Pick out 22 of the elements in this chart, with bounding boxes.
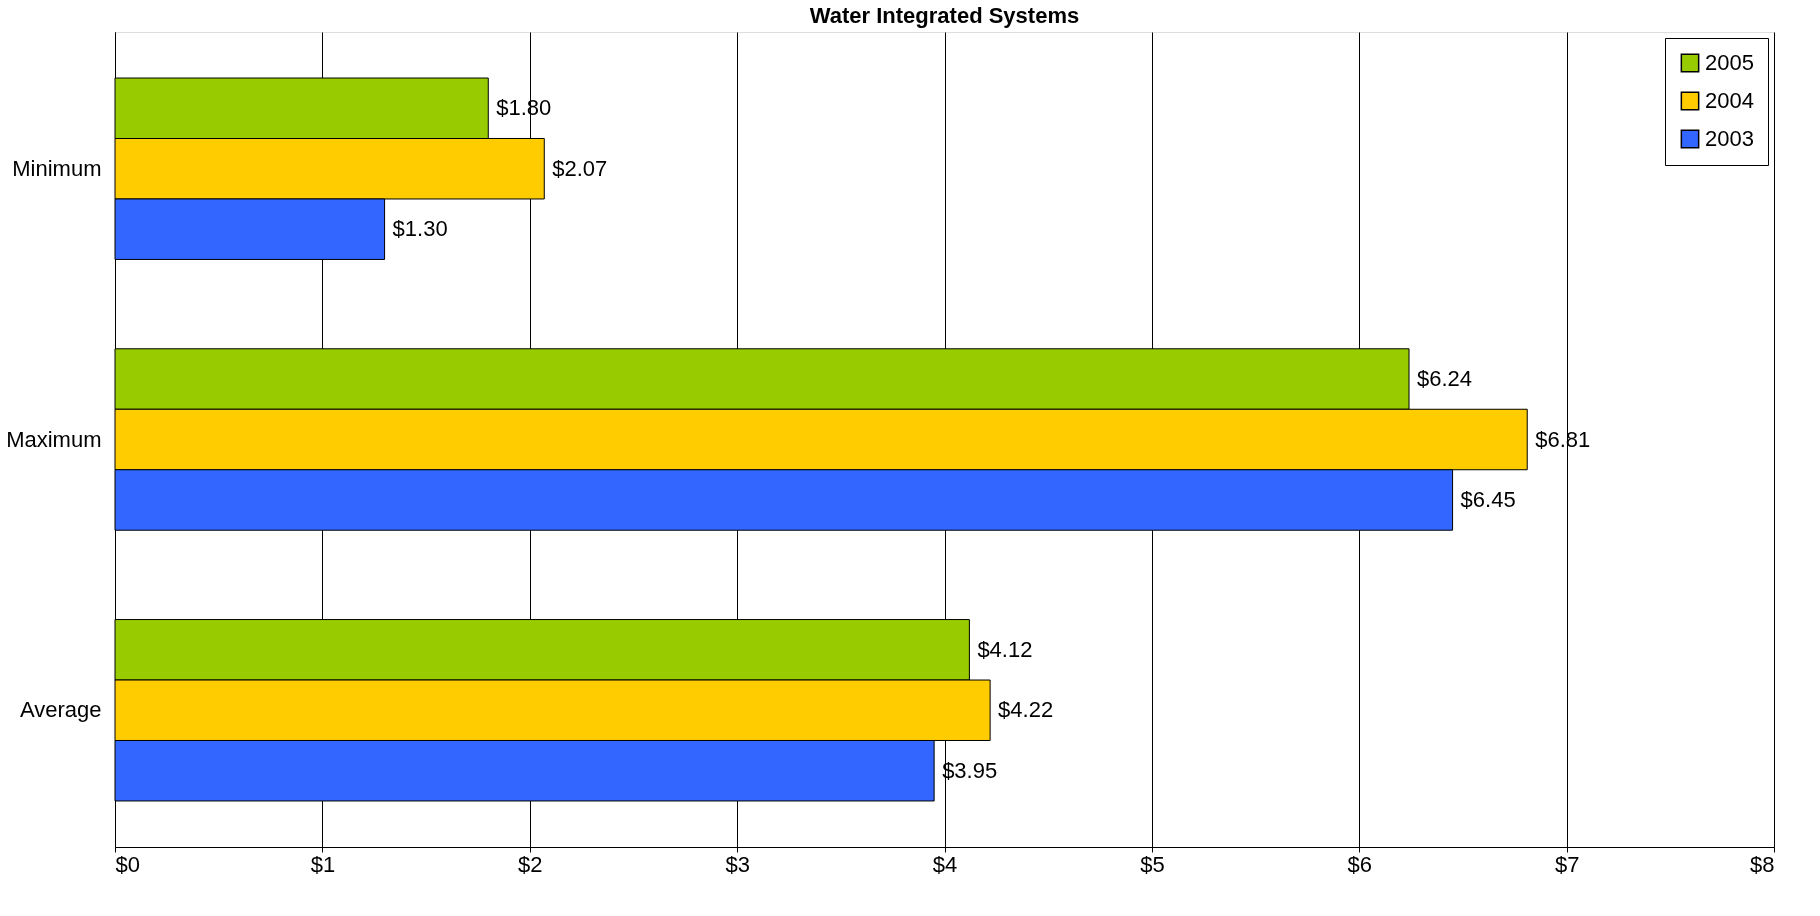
data-label: $2.07 xyxy=(552,155,608,181)
x-tick-label: $6 xyxy=(1347,851,1372,877)
chart-title: Water Integrated Systems xyxy=(809,3,1080,28)
data-label: $6.24 xyxy=(1417,366,1473,392)
x-tick-label: $4 xyxy=(932,851,958,877)
legend-label: 2003 xyxy=(1705,126,1754,151)
data-label: $1.30 xyxy=(392,216,448,242)
y-tick-label: Maximum xyxy=(6,426,102,452)
legend-label: 2005 xyxy=(1705,50,1754,75)
x-tick-label: $2 xyxy=(518,851,543,877)
x-tick-label: $0 xyxy=(115,851,140,877)
data-label: $6.45 xyxy=(1460,486,1516,512)
legend-label: 2004 xyxy=(1705,88,1754,113)
x-tick-label: $7 xyxy=(1554,851,1580,877)
x-tick-label: $3 xyxy=(725,851,750,877)
y-tick-label: Minimum xyxy=(12,155,102,181)
x-tick-label: $1 xyxy=(310,851,336,877)
y-tick-label: Average xyxy=(19,697,102,723)
data-label: $4.12 xyxy=(977,636,1033,662)
x-tick-label: $5 xyxy=(1140,851,1165,877)
data-label: $4.22 xyxy=(998,697,1054,723)
x-tick-label: $8 xyxy=(1750,851,1775,877)
